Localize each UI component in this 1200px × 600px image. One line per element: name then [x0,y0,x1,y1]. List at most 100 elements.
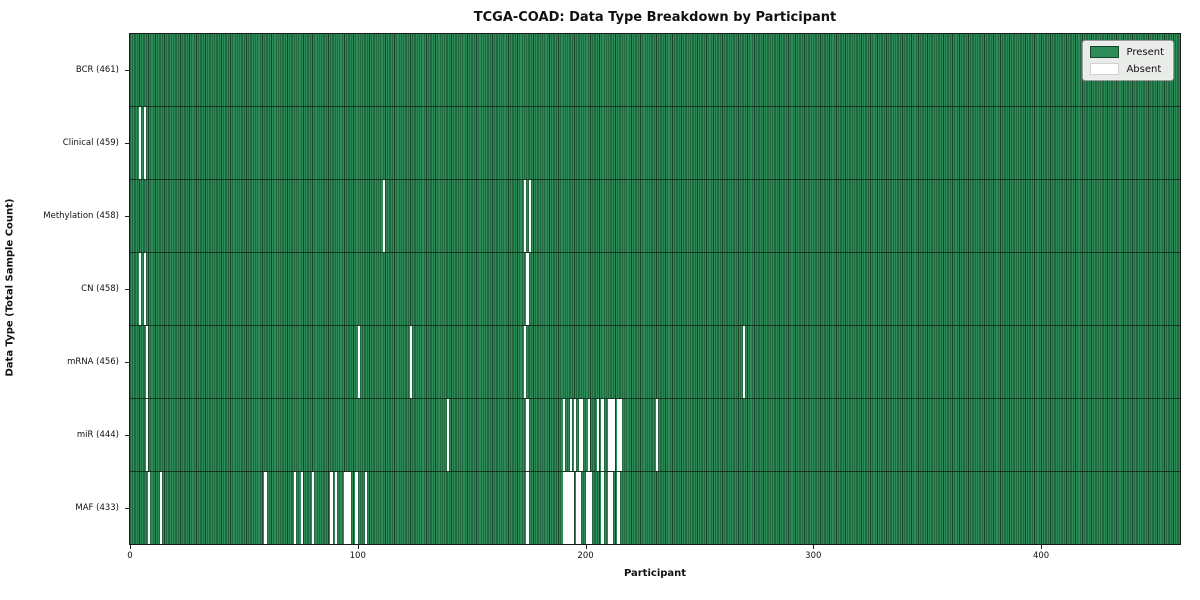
absent-mark [608,472,611,544]
absent-mark [364,472,367,544]
absent-mark [608,399,611,471]
absent-mark [145,326,149,398]
legend-label-present: Present [1126,46,1164,58]
y-tick-label-BCR: BCR (461) [75,64,119,75]
x-tick-mark [813,545,815,549]
absent-mark [528,180,531,252]
absent-mark [355,472,358,544]
absent-mark [145,399,149,471]
y-tick-mark [125,289,129,290]
absent-mark [578,472,581,544]
y-tick-label-mRNA: mRNA (456) [67,357,119,368]
heatmap-row-mRNA [130,326,1180,399]
absent-mark [357,326,361,398]
y-tick-mark [125,215,129,217]
absent-mark [617,399,620,471]
absent-mark [446,399,449,471]
absent-mark [576,472,579,544]
absent-mark [293,472,297,544]
absent-mark [578,399,581,471]
absent-mark [526,399,529,471]
x-tick-mark [1041,545,1043,549]
heatmap-row-MAF [130,472,1180,544]
y-tick-mark [125,508,129,510]
absent-mark [139,107,142,179]
y-tick-mark [125,142,129,144]
absent-mark [565,472,568,544]
absent-mark [344,472,347,544]
absent-mark [656,399,659,471]
absent-mark [348,472,351,544]
absent-mark [587,399,591,471]
absent-mark [334,472,338,544]
absent-mark [330,472,333,544]
absent-mark [526,472,529,544]
y-tick-label-MAF: MAF (433) [75,503,119,514]
absent-mark [562,472,566,544]
x-axis-ticks: 0 100 200 300 400 [127,545,1181,575]
absent-mark [601,472,604,544]
y-tick-label-Methylation: Methylation (458) [43,210,119,221]
absent-mark [742,326,745,398]
absent-mark [148,472,151,544]
absent-swatch-icon [1090,63,1120,75]
absent-mark [524,326,527,398]
heatmap-row-miR [130,399,1180,472]
present-swatch-icon [1090,46,1120,58]
y-tick-label-CN: CN (458) [81,284,119,294]
legend-item-absent: Absent [1090,63,1164,75]
absent-mark [610,472,613,544]
absent-mark [569,399,572,471]
legend: Present Absent [1082,40,1174,81]
absent-mark [601,399,604,471]
absent-mark [610,399,613,471]
absent-mark [143,253,146,325]
heatmap-row-Methylation [130,180,1180,253]
x-axis-label: Participant [623,568,687,579]
x-tick-label-100: 100 [349,551,366,561]
absent-mark [612,399,616,471]
absent-mark [312,472,315,544]
heatmap-row-BCR [130,34,1180,107]
y-tick-mark [125,69,129,71]
absent-mark [346,472,349,544]
legend-label-absent: Absent [1126,63,1162,75]
y-tick-mark [125,435,129,437]
absent-mark [526,253,529,325]
absent-mark [617,472,620,544]
x-tick-mark [357,545,359,549]
absent-mark [596,399,600,471]
absent-mark [569,472,572,544]
absent-mark [574,399,577,471]
absent-mark [585,472,588,544]
absent-mark [562,399,566,471]
x-tick-mark [585,545,587,549]
absent-mark [590,472,593,544]
heatmap-row-CN [130,253,1180,326]
absent-mark [580,399,584,471]
absent-mark [143,107,146,179]
absent-mark [524,180,527,252]
absent-mark [382,180,386,252]
y-tick-mark [125,362,129,364]
absent-mark [410,326,413,398]
x-tick-mark [130,545,131,549]
x-tick-label-400: 400 [1032,551,1050,561]
absent-mark [264,472,267,544]
chart-title: TCGA-COAD: Data Type Breakdown by Partic… [473,10,837,25]
x-tick-label-0: 0 [127,551,133,561]
legend-item-present: Present [1090,46,1164,58]
absent-mark [567,472,570,544]
absent-mark [139,253,142,325]
x-tick-label-300: 300 [805,551,822,561]
x-tick-label-200: 200 [577,551,594,561]
absent-mark [571,472,575,544]
absent-mark [619,399,622,471]
heatmap-rows [130,34,1180,544]
heatmap-row-Clinical [130,107,1180,180]
absent-mark [587,472,591,544]
y-tick-label-Clinical: Clinical (459) [62,137,119,148]
plot-area: Present Absent [129,33,1181,545]
y-tick-label-miR: miR (444) [76,430,119,441]
